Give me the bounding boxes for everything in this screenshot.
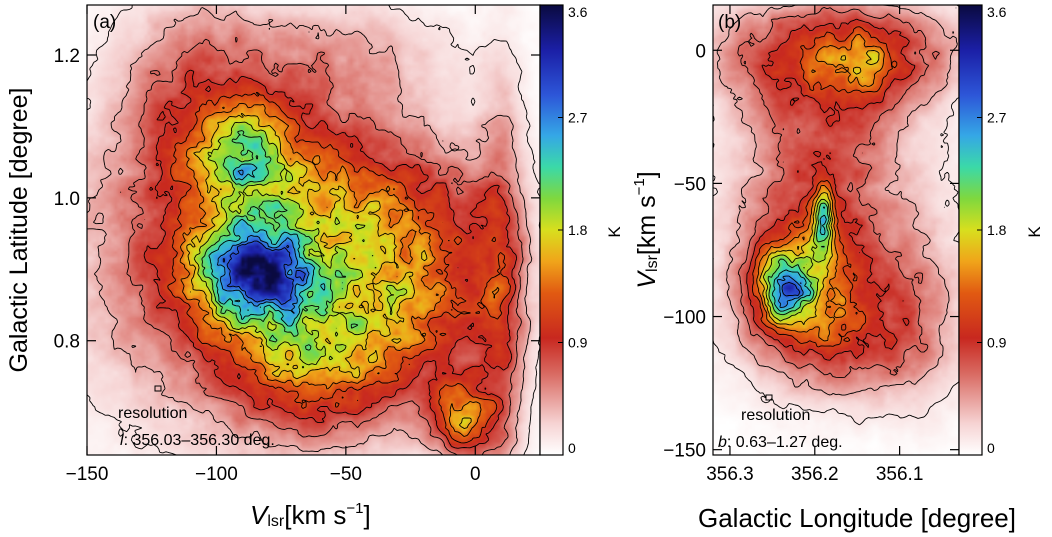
contour-line xyxy=(756,33,885,342)
panel-a-contours xyxy=(86,4,541,456)
contour-line xyxy=(762,198,832,322)
contour-line xyxy=(86,7,533,456)
panel-a-label: (a) xyxy=(93,12,116,33)
panel-b-x-label: Galactic Longitude [degree] xyxy=(698,503,1016,533)
panel-a-axis-ticks: −150 −100 −50 0 0.8 1.0 1.2 xyxy=(54,5,540,485)
y-tick-label: −50 xyxy=(674,174,706,195)
contour-line xyxy=(167,91,511,444)
panel-b-axis-ticks: 356.3 356.2 356.1 −150 −100 −50 0 xyxy=(663,5,959,485)
contour-line xyxy=(751,26,898,348)
contour-line xyxy=(737,6,940,378)
panel-a: (a) −150 −100 −50 0 0.8 1.0 1.2 resolution l: … xyxy=(5,4,624,530)
colorbar-tick-label: 0.9 xyxy=(987,335,1007,351)
panel-b-resolution-label: resolution xyxy=(741,407,810,424)
contour-line xyxy=(186,112,472,430)
contour-line xyxy=(119,36,524,456)
x-tick-label: −50 xyxy=(330,464,362,485)
panel-b-range-annotation: b: 0.63–1.27 deg. xyxy=(718,434,843,451)
panel-b-label: (b) xyxy=(718,12,741,33)
panel-a-colorbar-ticks: 0 0.9 1.8 2.7 3.6 xyxy=(558,4,588,456)
contour-line xyxy=(746,18,916,361)
panel-b: (b) 356.3 356.2 356.1 −150 −100 −50 0 resoluti… xyxy=(631,4,1044,533)
y-tick-label: 0.8 xyxy=(54,332,80,353)
panel-a-y-label: Galactic Latitude [degree] xyxy=(5,88,33,373)
colorbar-tick-label: 0 xyxy=(987,440,995,456)
colorbar-tick-label: 2.7 xyxy=(987,110,1007,126)
colorbar-tick-label: 1.8 xyxy=(568,222,588,238)
panel-b-colorbar-ticks: 0 0.9 1.8 2.7 3.6 xyxy=(977,4,1007,456)
panel-a-resolution-box xyxy=(154,385,162,392)
contour-line xyxy=(776,275,804,309)
colorbar-tick-label: 3.6 xyxy=(987,4,1007,20)
contour-line xyxy=(767,202,830,316)
contour-line xyxy=(193,121,408,369)
x-tick-label: −100 xyxy=(195,464,238,485)
contour-line xyxy=(143,69,518,449)
x-tick-label: 356.1 xyxy=(876,464,924,485)
x-tick-label: 356.2 xyxy=(791,464,839,485)
panel-b-contours xyxy=(712,4,960,426)
y-tick-label: 1.0 xyxy=(54,189,80,210)
y-tick-label: −150 xyxy=(663,441,706,462)
y-tick-label: −100 xyxy=(663,308,706,329)
colorbar-tick-label: 2.7 xyxy=(568,110,588,126)
contour-line xyxy=(222,240,306,306)
contour-line xyxy=(179,102,500,437)
contour-line xyxy=(781,281,801,297)
panel-b-colorbar-unit: K xyxy=(1025,226,1044,238)
colorbar-tick-label: 3.6 xyxy=(568,4,588,20)
x-tick-label: 0 xyxy=(470,464,481,485)
panel-b-resolution-box xyxy=(765,394,773,401)
x-tick-label: −150 xyxy=(66,464,109,485)
colorbar-tick-label: 1.8 xyxy=(987,222,1007,238)
x-tick-label: 356.3 xyxy=(706,464,754,485)
y-tick-label: 0 xyxy=(695,41,706,62)
panel-b-y-label: Vlsr[km s−1] xyxy=(631,171,661,288)
contour-line xyxy=(759,50,880,326)
panel-a-colorbar-unit: K xyxy=(605,226,624,238)
y-tick-label: 1.2 xyxy=(54,46,80,67)
contour-line xyxy=(716,4,958,396)
contour-line xyxy=(216,169,310,314)
contour-line xyxy=(201,130,359,351)
contour-line xyxy=(86,4,541,456)
panel-a-range-annotation: l: 356.03–356.30 deg. xyxy=(120,432,275,449)
contour-line xyxy=(208,163,326,327)
colorbar-tick-label: 0 xyxy=(568,440,576,456)
panel-a-x-label: Vlsr[km s−1] xyxy=(250,500,371,530)
colorbar-tick-label: 0.9 xyxy=(568,335,588,351)
panel-a-resolution-label: resolution xyxy=(118,405,187,422)
contour-line xyxy=(771,206,827,312)
